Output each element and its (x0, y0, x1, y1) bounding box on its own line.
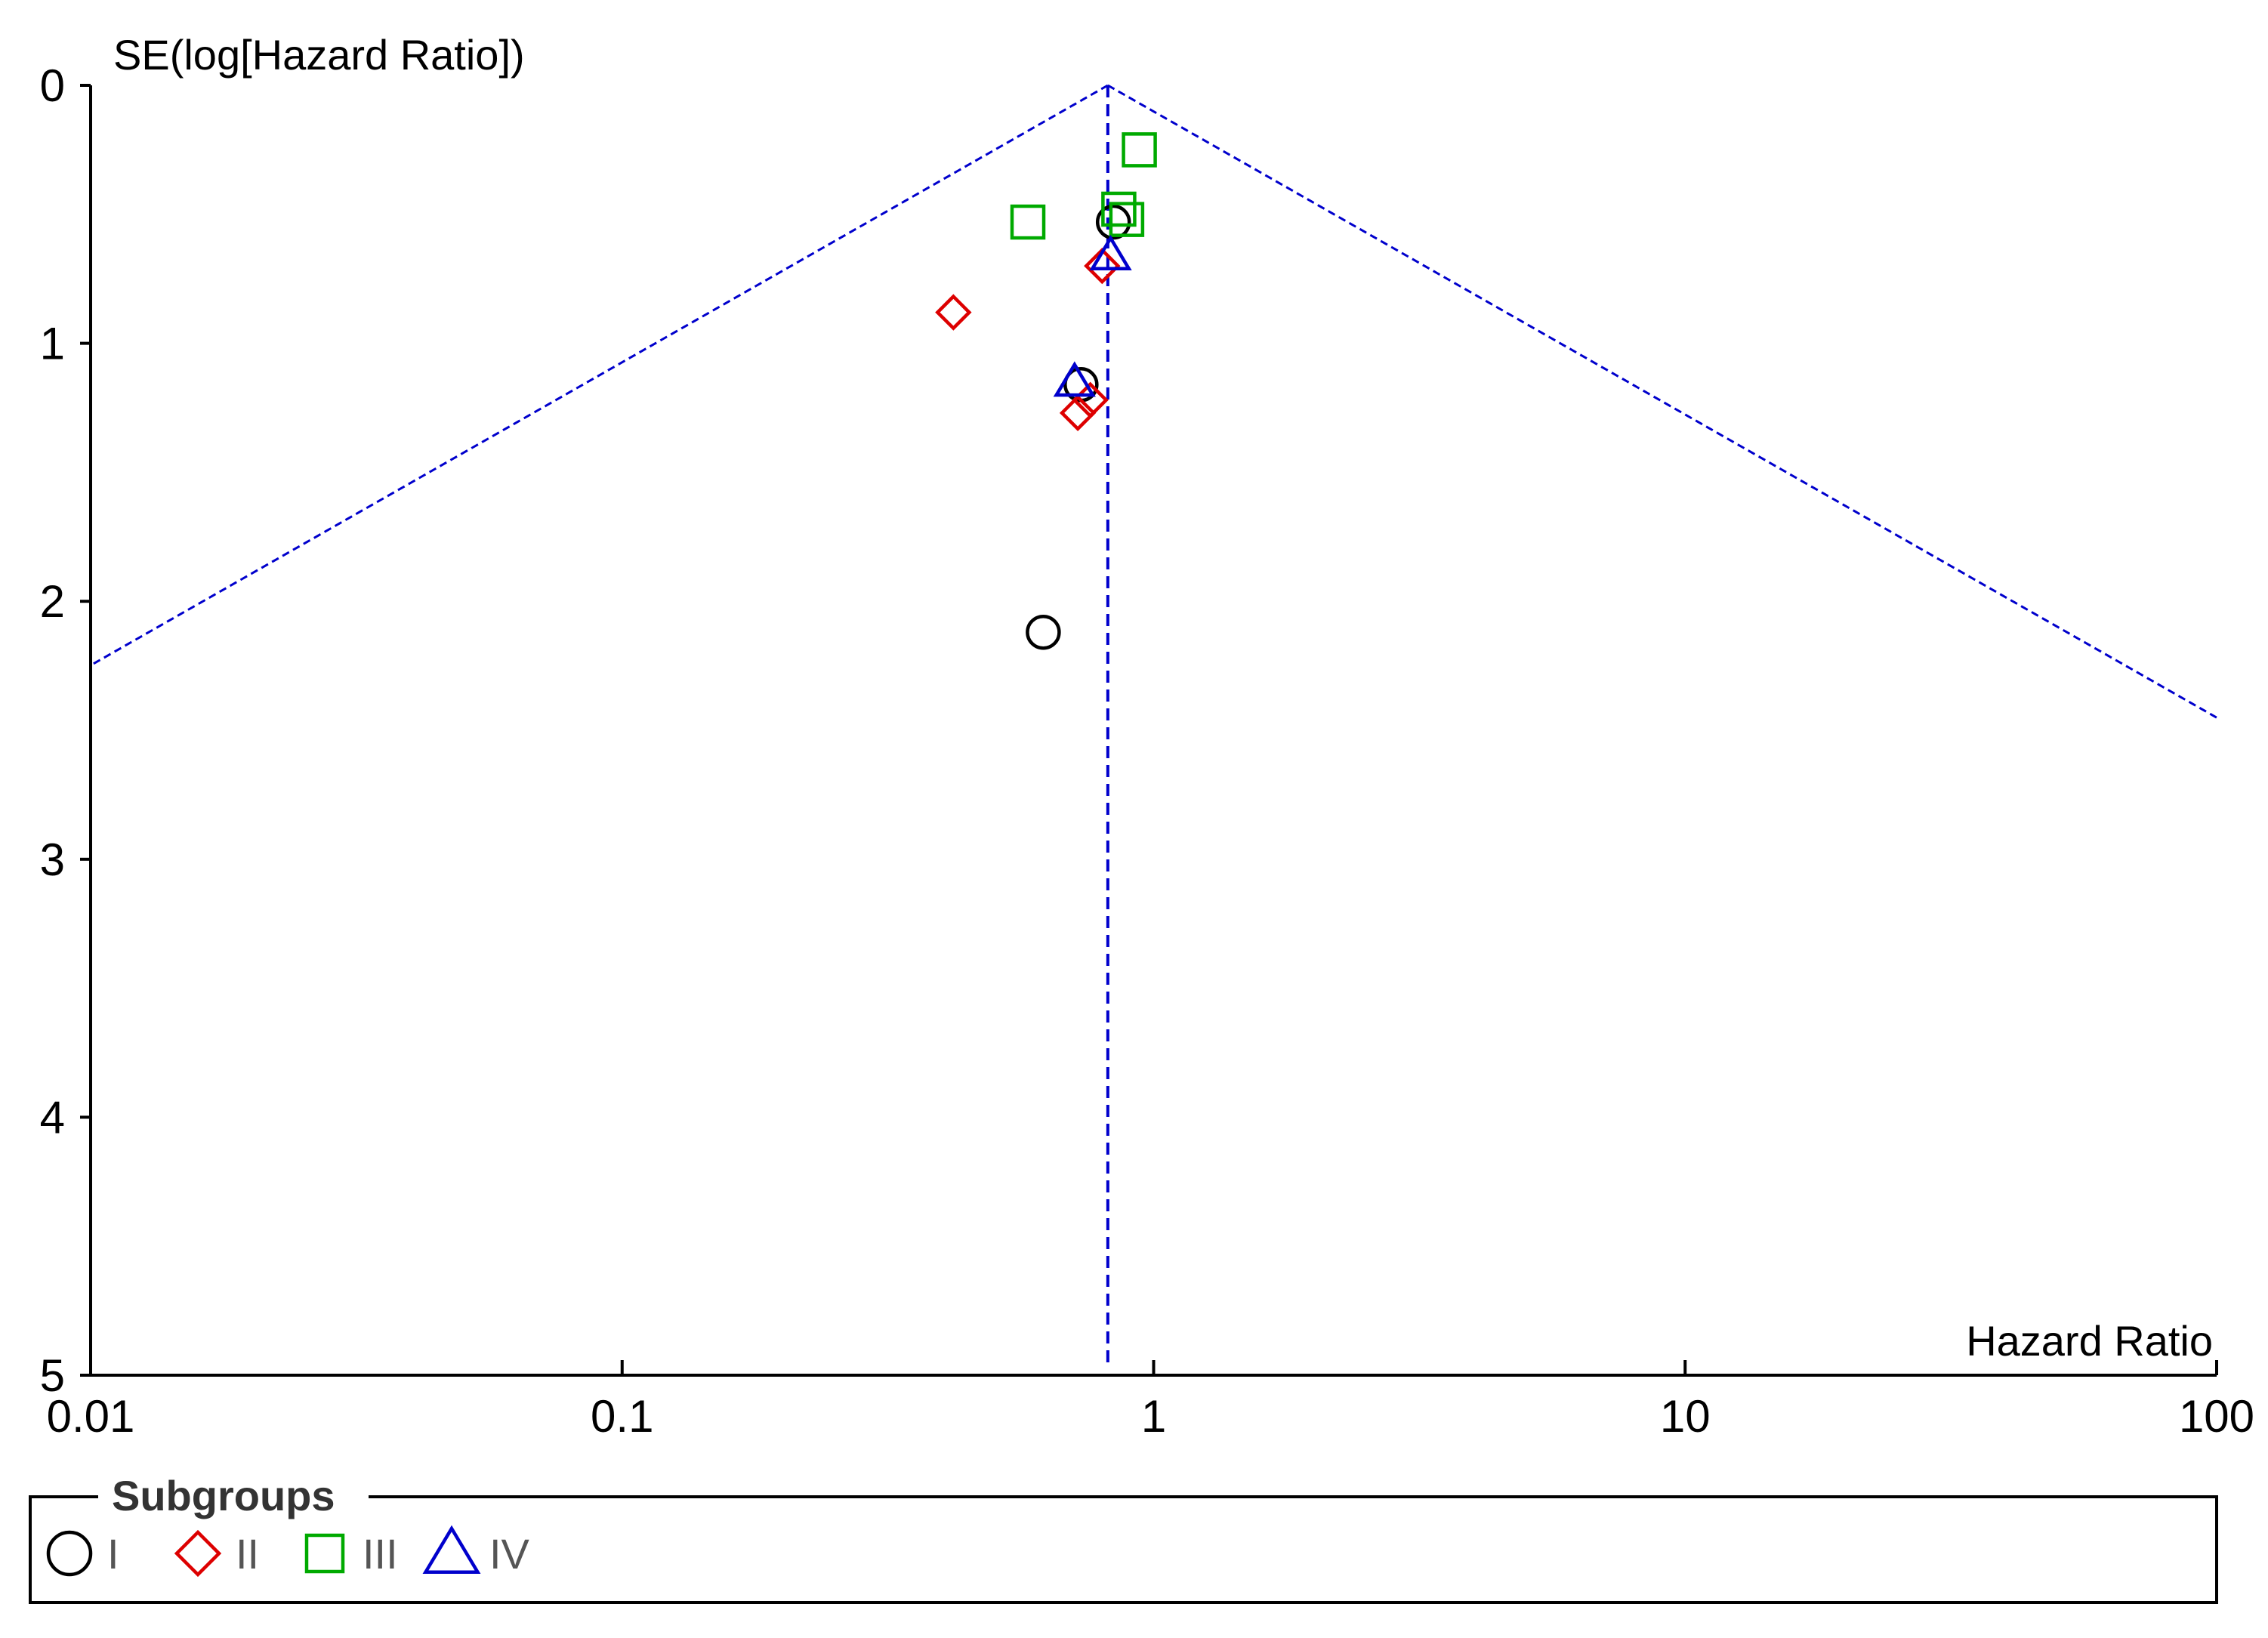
legend-marker-III (304, 1533, 345, 1574)
data-point (1053, 361, 1096, 397)
x-tick-label: 1 (1141, 1391, 1166, 1442)
x-tick-label: 10 (1660, 1391, 1711, 1442)
data-point (935, 294, 972, 331)
ticks: 0 1 2 3 4 50.01 0.1 1 10 100 (40, 60, 2254, 1442)
data-point (1101, 191, 1137, 227)
data-points (935, 132, 1157, 650)
y-tick-label: 2 (40, 576, 65, 627)
legend: Subgroups I II III IV (29, 1472, 2218, 1604)
funnel-left-limit (90, 84, 1109, 667)
series-III (1010, 132, 1157, 240)
legend-frame (29, 1495, 2218, 1604)
legend-label: III (363, 1530, 398, 1578)
y-axis-title: SE(log[Hazard Ratio]) (113, 31, 525, 79)
y-tick-label: 0 (40, 60, 65, 111)
x-tick-label: 0.01 (47, 1391, 135, 1442)
y-tick-label: 3 (40, 834, 65, 885)
y-tick-label: 1 (40, 319, 65, 369)
data-point (1109, 202, 1145, 237)
x-tick-label: 100 (2179, 1391, 2254, 1442)
axes (89, 85, 2217, 1377)
x-tick-label: 0.1 (591, 1391, 653, 1442)
legend-label: II (236, 1530, 259, 1578)
data-point (1010, 204, 1046, 240)
y-tick-label: 5 (40, 1350, 65, 1401)
funnel-lines (90, 84, 2217, 1365)
legend-title: Subgroups (112, 1472, 335, 1519)
legend-items: I II III IV (46, 1525, 530, 1578)
legend-label: IV (489, 1530, 530, 1578)
y-tick-label: 4 (40, 1092, 65, 1143)
legend-label: I (107, 1530, 119, 1578)
legend-marker-IV (422, 1525, 481, 1574)
data-point (1026, 614, 1061, 650)
x-axis-title: Hazard Ratio (1966, 1317, 2213, 1365)
data-point (1059, 394, 1097, 432)
funnel-right-limit (1107, 84, 2217, 719)
series-IV (1053, 234, 1132, 397)
series-II (935, 247, 1121, 432)
data-point (1122, 132, 1157, 168)
legend-marker-I (46, 1530, 93, 1577)
data-point (1084, 247, 1121, 285)
series-I (1026, 204, 1131, 650)
data-point (1089, 234, 1132, 271)
legend-marker-II (174, 1529, 222, 1578)
data-point (1095, 204, 1131, 240)
